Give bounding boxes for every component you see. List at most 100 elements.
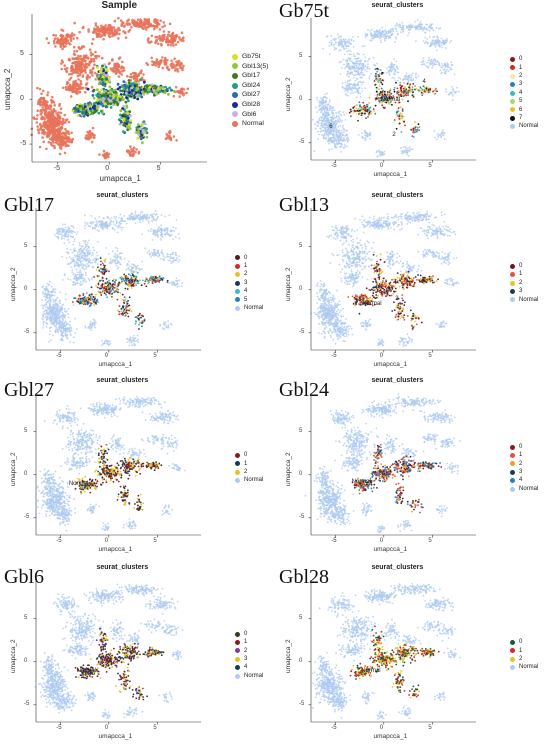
- cell-point: [361, 67, 364, 70]
- y-axis-label: umapcca_2: [3, 68, 12, 110]
- cluster-point: [82, 107, 86, 111]
- cluster-point: [385, 100, 387, 102]
- legend-swatch: [510, 115, 515, 121]
- cell-point: [451, 85, 453, 88]
- cell-point: [317, 120, 320, 123]
- cell-point: [66, 33, 70, 37]
- cell-point: [78, 90, 81, 94]
- cluster-point: [352, 107, 354, 109]
- cell-point: [45, 322, 48, 325]
- cell-point: [64, 298, 67, 301]
- cluster-point: [102, 93, 105, 97]
- cell-point: [85, 134, 88, 137]
- cluster-point: [391, 103, 393, 106]
- cell-point: [385, 30, 388, 33]
- cell-point: [332, 112, 334, 115]
- cell-point: [73, 50, 76, 53]
- cell-point: [333, 38, 336, 40]
- cluster-point: [404, 90, 407, 92]
- cell-point: [67, 308, 70, 310]
- cell-point: [343, 113, 346, 116]
- cell-point: [349, 50, 352, 53]
- cell-point: [168, 134, 171, 137]
- cell-point: [331, 140, 334, 143]
- cell-point: [333, 46, 336, 49]
- cell-point: [168, 131, 172, 134]
- cell-point: [422, 59, 425, 62]
- cluster-point: [417, 123, 420, 126]
- cell-point: [132, 23, 136, 27]
- cell-point: [380, 35, 383, 38]
- y-tick-label: 0: [20, 95, 24, 103]
- cell-point: [53, 324, 55, 326]
- cell-point: [333, 130, 335, 133]
- cluster-point: [379, 99, 382, 102]
- cell-point: [405, 74, 407, 77]
- cell-point: [112, 66, 115, 70]
- cell-point: [56, 139, 60, 142]
- cell-point: [360, 64, 363, 66]
- cluster-point: [363, 107, 366, 109]
- cluster-point: [353, 110, 356, 113]
- cluster-point: [370, 113, 372, 115]
- cluster-point: [349, 115, 352, 118]
- cluster-point: [156, 87, 160, 90]
- cell-point: [91, 126, 95, 130]
- cluster-point: [121, 107, 124, 110]
- cell-point: [345, 133, 348, 136]
- cell-point: [336, 144, 339, 146]
- cell-point: [394, 24, 397, 27]
- cell-point: [352, 77, 355, 79]
- cluster-point: [108, 94, 112, 98]
- cell-point: [442, 129, 444, 131]
- cell-point: [101, 29, 105, 33]
- cell-point: [337, 140, 340, 143]
- cell-point: [311, 118, 314, 121]
- cluster-point: [112, 99, 116, 102]
- cluster-point: [402, 115, 405, 118]
- cluster-point: [366, 103, 368, 106]
- cell-point: [426, 28, 429, 31]
- cluster-point: [363, 104, 366, 107]
- cluster-point: [361, 112, 363, 114]
- panel-gb75t: Gb75t seurat_clusters -5 0 5 -5 0 5 umapcca_1 uma…: [275, 0, 550, 180]
- cell-point: [355, 88, 358, 90]
- cell-point: [440, 72, 443, 75]
- cell-point: [430, 27, 432, 30]
- cell-point: [343, 143, 346, 146]
- cell-point: [113, 31, 116, 34]
- cell-point: [336, 146, 338, 149]
- cell-point: [379, 153, 381, 156]
- cell-point: [388, 29, 390, 32]
- cell-point: [85, 65, 89, 69]
- cluster-point: [127, 91, 131, 94]
- cluster-point: [380, 87, 383, 90]
- cluster-point: [122, 80, 126, 83]
- cluster-point: [401, 114, 403, 117]
- cell-point: [59, 141, 62, 145]
- cell-point: [108, 29, 112, 32]
- cell-point: [352, 92, 355, 94]
- cell-point: [412, 78, 415, 80]
- cluster-point: [400, 117, 402, 120]
- cell-point: [335, 41, 337, 44]
- cluster-point: [397, 99, 400, 102]
- cell-point: [53, 104, 56, 107]
- cell-point: [388, 65, 390, 68]
- cell-point: [54, 306, 57, 309]
- legend-item: Gb75t: [232, 52, 268, 62]
- cluster-point: [386, 91, 389, 93]
- cell-point: [140, 25, 144, 28]
- cell-point: [333, 142, 335, 145]
- cell-point: [35, 121, 39, 124]
- cell-point: [135, 21, 139, 24]
- cell-point: [61, 306, 63, 309]
- cell-point: [340, 145, 343, 148]
- cell-point: [383, 37, 386, 40]
- cell-point: [337, 131, 340, 133]
- cell-point: [67, 120, 71, 124]
- cell-point: [335, 132, 337, 134]
- cell-point: [358, 87, 360, 89]
- cell-point: [56, 306, 58, 308]
- cell-point: [450, 91, 452, 94]
